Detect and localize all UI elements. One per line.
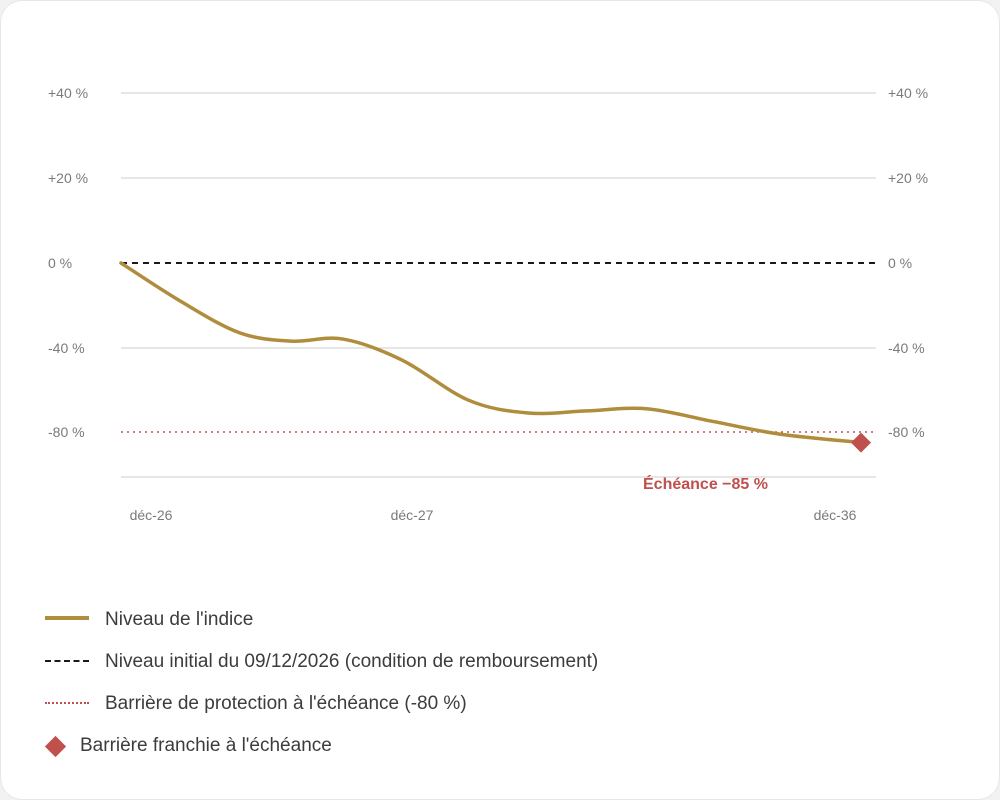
maturity-marker (851, 432, 871, 453)
x-tick-label: déc-26 (130, 507, 173, 523)
series-layer (119, 261, 863, 445)
legend: Niveau de l'indice Niveau initial du 09/… (44, 599, 598, 767)
legend-item-initial-level: Niveau initial du 09/12/2026 (condition … (45, 641, 598, 683)
y-tick-label-right: 0 % (888, 255, 912, 271)
y-tick-label-left: -80 % (48, 424, 85, 440)
legend-swatch-dotted (45, 694, 89, 714)
legend-swatch-solid (45, 610, 89, 630)
y-axis-right: +40 % +20 % 0 % -40 % -80 % (888, 85, 928, 440)
y-tick-label-right: +20 % (888, 170, 928, 186)
y-tick-label-right: -40 % (888, 340, 925, 356)
legend-label: Niveau de l'indice (105, 609, 254, 630)
legend-label: Barrière de protection à l'échéance (-80… (105, 693, 467, 714)
x-tick-label: déc-27 (391, 507, 434, 523)
y-tick-label-right: -80 % (888, 424, 925, 440)
legend-label: Barrière franchie à l'échéance (80, 735, 332, 756)
legend-swatch-diamond (44, 735, 67, 758)
reference-lines (121, 262, 876, 433)
x-axis: déc-26 déc-27 déc-36 (130, 507, 857, 523)
y-tick-label-left: -40 % (48, 340, 85, 356)
y-tick-label-left: 0 % (48, 255, 72, 271)
maturity-annotation: Échéance −85 % (643, 474, 768, 493)
diamond-icon (44, 735, 67, 758)
y-tick-label-right: +40 % (888, 85, 928, 101)
y-tick-label-left: +20 % (48, 170, 88, 186)
series-line-index (119, 261, 863, 445)
marker-layer (851, 432, 871, 453)
x-tick-label: déc-36 (814, 507, 857, 523)
legend-swatch-dashed (45, 652, 89, 672)
y-axis-left: +40 % +20 % 0 % -40 % -80 % (48, 85, 88, 440)
grid-lines (121, 92, 876, 478)
legend-item-barrier-crossed: Barrière franchie à l'échéance (44, 725, 598, 767)
line-chart: +40 % +20 % 0 % -40 % -80 % +40 % +20 % 0 % -40… (48, 85, 928, 523)
legend-item-index: Niveau de l'indice (45, 599, 598, 641)
y-tick-label-left: +40 % (48, 85, 88, 101)
legend-item-barrier: Barrière de protection à l'échéance (-80… (45, 683, 598, 725)
legend-label: Niveau initial du 09/12/2026 (condition … (105, 651, 599, 672)
